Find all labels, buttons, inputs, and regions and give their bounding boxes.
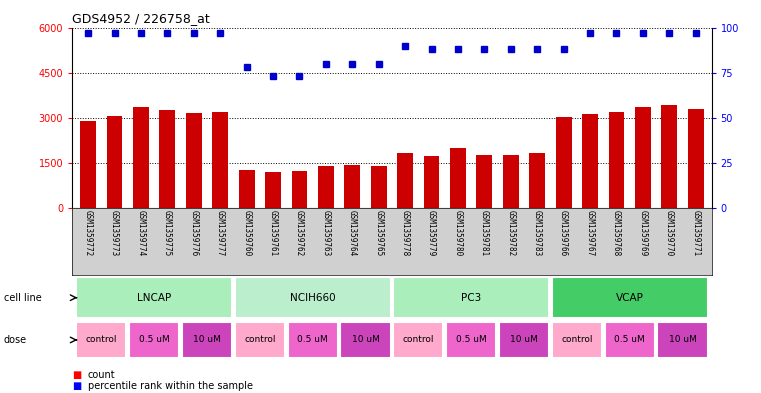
Bar (552, 322, 602, 358)
Bar (476, 155, 492, 208)
Bar (234, 277, 390, 318)
Bar (265, 171, 281, 208)
Text: 0.5 uM: 0.5 uM (456, 336, 486, 344)
Text: cell line: cell line (4, 293, 42, 303)
Text: GSM1359778: GSM1359778 (400, 210, 409, 257)
Bar (212, 112, 228, 208)
Bar (318, 166, 334, 208)
Bar (450, 148, 466, 208)
Text: GSM1359764: GSM1359764 (348, 210, 357, 257)
Text: count: count (88, 370, 115, 380)
Text: GSM1359766: GSM1359766 (559, 210, 568, 257)
Bar (76, 277, 232, 318)
Text: control: control (561, 336, 593, 344)
Bar (182, 322, 232, 358)
Text: 0.5 uM: 0.5 uM (614, 336, 645, 344)
Text: control: control (403, 336, 434, 344)
Bar (76, 322, 126, 358)
Bar (582, 114, 598, 208)
Bar (635, 107, 651, 208)
Text: GSM1359772: GSM1359772 (84, 210, 93, 257)
Bar (239, 170, 255, 208)
Text: GSM1359765: GSM1359765 (374, 210, 384, 257)
Text: GSM1359780: GSM1359780 (454, 210, 463, 257)
Text: GSM1359768: GSM1359768 (612, 210, 621, 257)
Text: GSM1359782: GSM1359782 (506, 210, 515, 257)
Bar (503, 155, 519, 208)
Bar (499, 322, 549, 358)
Text: dose: dose (4, 335, 27, 345)
Text: GSM1359779: GSM1359779 (427, 210, 436, 257)
Text: 10 uM: 10 uM (193, 336, 221, 344)
Text: GSM1359783: GSM1359783 (533, 210, 542, 257)
Text: GSM1359773: GSM1359773 (110, 210, 119, 257)
Bar (340, 322, 390, 358)
Bar (288, 322, 338, 358)
Text: GSM1359776: GSM1359776 (189, 210, 199, 257)
Text: 10 uM: 10 uM (669, 336, 696, 344)
Text: GSM1359775: GSM1359775 (163, 210, 172, 257)
Bar (556, 117, 572, 208)
Text: GDS4952 / 226758_at: GDS4952 / 226758_at (72, 12, 210, 25)
Text: ■: ■ (72, 370, 81, 380)
Bar (688, 110, 704, 208)
Bar (393, 322, 444, 358)
Text: 0.5 uM: 0.5 uM (139, 336, 170, 344)
Bar (604, 322, 654, 358)
Bar (397, 152, 413, 208)
Text: GSM1359767: GSM1359767 (585, 210, 594, 257)
Text: GSM1359761: GSM1359761 (269, 210, 278, 257)
Bar (393, 277, 549, 318)
Text: LNCAP: LNCAP (137, 293, 171, 303)
Text: GSM1359771: GSM1359771 (691, 210, 700, 257)
Text: 10 uM: 10 uM (510, 336, 538, 344)
Bar (552, 277, 708, 318)
Text: GSM1359774: GSM1359774 (136, 210, 145, 257)
Bar (371, 166, 387, 208)
Text: PC3: PC3 (461, 293, 481, 303)
Bar (446, 322, 496, 358)
Bar (424, 156, 439, 208)
Text: control: control (244, 336, 275, 344)
Bar (529, 153, 545, 208)
Text: GSM1359763: GSM1359763 (321, 210, 330, 257)
Bar (129, 322, 180, 358)
Text: GSM1359762: GSM1359762 (295, 210, 304, 257)
Bar (609, 112, 624, 208)
Text: GSM1359781: GSM1359781 (480, 210, 489, 257)
Bar (345, 165, 360, 208)
Text: ■: ■ (72, 381, 81, 391)
Text: 10 uM: 10 uM (352, 336, 380, 344)
Text: percentile rank within the sample: percentile rank within the sample (88, 381, 253, 391)
Bar (234, 322, 285, 358)
Text: VCAP: VCAP (616, 293, 644, 303)
Bar (133, 107, 149, 208)
Bar (186, 113, 202, 208)
Text: control: control (85, 336, 117, 344)
Text: 0.5 uM: 0.5 uM (298, 336, 328, 344)
Bar (107, 116, 123, 208)
Text: GSM1359777: GSM1359777 (215, 210, 224, 257)
Bar (661, 105, 677, 208)
Bar (658, 322, 708, 358)
Bar (80, 121, 96, 208)
Text: GSM1359760: GSM1359760 (242, 210, 251, 257)
Text: GSM1359770: GSM1359770 (665, 210, 673, 257)
Text: NCIH660: NCIH660 (290, 293, 336, 303)
Bar (160, 110, 175, 208)
Bar (291, 171, 307, 208)
Text: GSM1359769: GSM1359769 (638, 210, 648, 257)
